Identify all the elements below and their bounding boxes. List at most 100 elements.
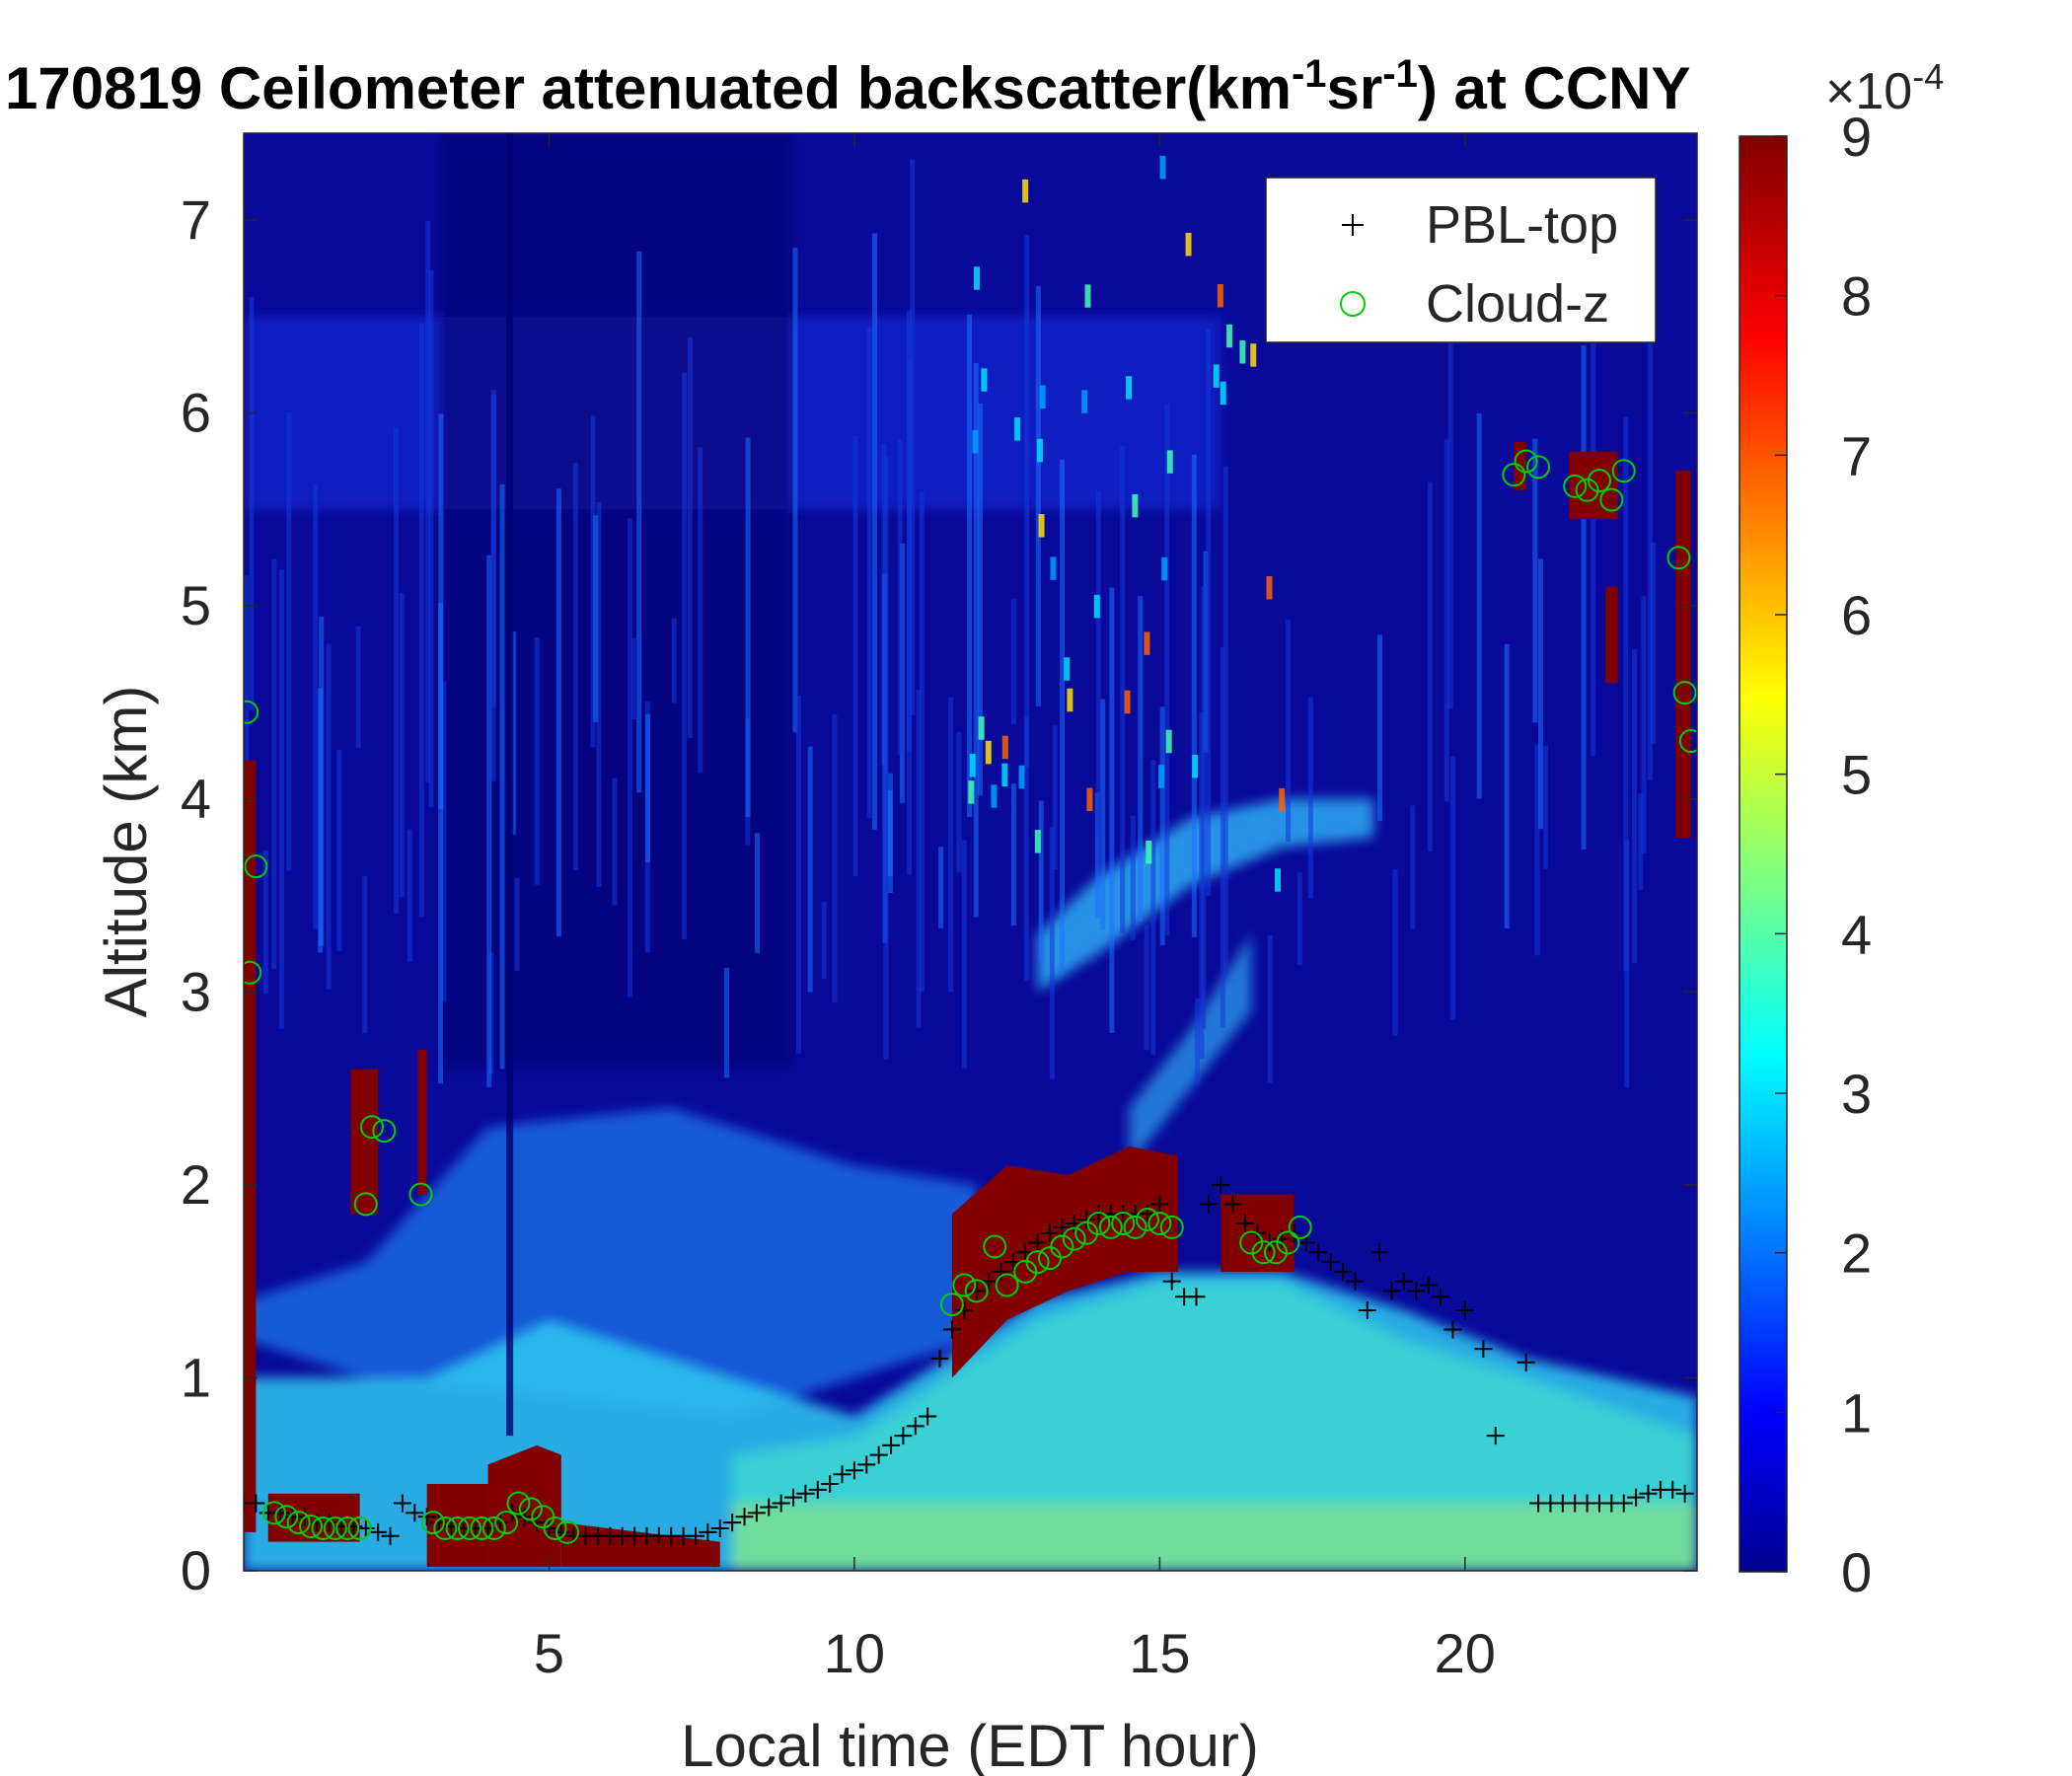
cloud-z-marker	[1678, 729, 1697, 754]
backscatter-streak	[1052, 725, 1058, 870]
chart-title: 170819 Ceilometer attenuated backscatter…	[5, 52, 1691, 121]
cloud-z-marker	[1611, 459, 1636, 483]
cloud-z-marker	[353, 1192, 378, 1217]
pbl-top-marker	[1394, 1272, 1413, 1291]
x-tick-label: 10	[824, 1622, 885, 1684]
backscatter-streak	[244, 575, 250, 901]
backscatter-streak	[956, 732, 962, 872]
cloud-z-marker	[1074, 1221, 1099, 1245]
y-tick-label: 5	[181, 574, 211, 636]
pbl-top-marker	[320, 1514, 338, 1532]
backscatter-streak	[1109, 587, 1115, 1033]
cloud-speckle	[1239, 339, 1246, 364]
pbl-top-marker	[857, 1455, 876, 1474]
pbl-top-marker	[430, 1514, 449, 1532]
colorbar-tick-label: 7	[1841, 424, 1872, 486]
legend-box	[1265, 177, 1657, 343]
pbl-top-marker	[1486, 1427, 1505, 1445]
cloud-speckle	[981, 368, 988, 392]
cloud-z-marker	[323, 1516, 347, 1540]
pbl-top-marker	[735, 1508, 754, 1526]
pbl-top-marker	[784, 1488, 803, 1507]
cloud-z-marker	[1251, 1240, 1276, 1265]
backscatter-streak	[1138, 595, 1144, 923]
pbl-top-marker	[406, 1504, 424, 1522]
cloud-z-marker	[1599, 487, 1624, 512]
pbl-top-marker	[1455, 1300, 1474, 1319]
cloud-z-marker	[1666, 546, 1691, 570]
cloud-z-marker	[1575, 478, 1599, 502]
legend-entry: PBL-top	[1342, 195, 1618, 255]
high-backscatter-patch	[560, 1522, 720, 1568]
legend-entry: Cloud-z	[1340, 274, 1609, 333]
pbl-top-marker	[686, 1526, 704, 1545]
cloud-speckle	[972, 429, 979, 454]
cloud-z-marker	[1288, 1215, 1312, 1239]
pbl-top-marker	[393, 1494, 411, 1513]
pbl-top-marker	[845, 1461, 863, 1480]
quiet-column	[439, 133, 794, 1070]
pbl-top-marker	[808, 1480, 827, 1499]
cloud-speckle	[978, 716, 985, 740]
backscatter-streak	[1220, 647, 1225, 1028]
backscatter-streak	[977, 404, 983, 796]
backscatter-streak	[1538, 558, 1544, 830]
cloud-z-marker	[244, 960, 262, 985]
pbl-top-marker	[1358, 1300, 1376, 1319]
pbl-top-marker	[1309, 1243, 1328, 1262]
cloud-speckle	[985, 740, 992, 765]
cloud-speckle	[1185, 232, 1192, 257]
pbl-top-marker	[369, 1522, 388, 1541]
backscatter-streak	[1449, 756, 1455, 1020]
cloud-speckle	[1274, 868, 1281, 892]
backscatter-streak	[1427, 481, 1433, 851]
cloud-z-marker	[1587, 469, 1611, 493]
y-tick-label: 0	[181, 1539, 211, 1601]
cloud-speckle	[1014, 417, 1021, 441]
cloud-z-marker	[1086, 1211, 1111, 1235]
backscatter-streak	[1651, 542, 1657, 744]
pbl-top-marker	[1212, 1175, 1230, 1194]
cloud-speckle	[1158, 765, 1165, 788]
cloud-z-marker	[420, 1511, 445, 1535]
pbl-top-marker	[1346, 1272, 1365, 1291]
backscatter-streak	[1201, 585, 1207, 1029]
pbl-top-marker	[1053, 1218, 1072, 1236]
cloud-z-marker	[1025, 1250, 1050, 1275]
cloud-z-marker	[983, 1234, 1007, 1259]
backscatter-streak	[1377, 634, 1383, 821]
pbl-top-marker	[1443, 1320, 1462, 1339]
cloud-z-marker	[1276, 1230, 1300, 1255]
backscatter-streak	[1191, 454, 1197, 937]
pbl-top-marker	[942, 1320, 961, 1339]
pbl-top-marker	[1334, 1262, 1353, 1281]
backscatter-streak	[1060, 459, 1066, 975]
backscatter-streak	[362, 876, 368, 1033]
backscatter-streak	[394, 426, 400, 914]
backscatter-streak	[745, 437, 751, 817]
backscatter-streak	[636, 251, 642, 793]
cloud-speckle	[1038, 514, 1045, 538]
cloud-z-marker	[311, 1516, 335, 1540]
backscatter-streak	[1049, 827, 1055, 1079]
cloud-speckle	[968, 780, 975, 804]
pbl-top-marker	[247, 1494, 265, 1513]
backscatter-streak	[671, 618, 677, 703]
backscatter-streak	[1631, 648, 1637, 963]
cloud-speckle	[1036, 438, 1043, 463]
cloud-z-marker	[1123, 1215, 1147, 1239]
backscatter-streak	[1130, 815, 1136, 940]
cloud-speckle	[1159, 155, 1166, 180]
backscatter-streak	[852, 435, 858, 876]
high-backscatter-patch	[417, 1049, 427, 1195]
backscatter-streak	[249, 297, 255, 711]
cloud-z-marker	[1098, 1215, 1123, 1239]
legend-label: PBL-top	[1426, 195, 1618, 255]
cloud-z-marker	[244, 854, 268, 879]
cloud-z-marker	[1135, 1208, 1159, 1232]
pbl-top-marker	[1474, 1340, 1493, 1359]
cloud-z-marker	[1050, 1234, 1074, 1259]
backscatter-streak	[883, 456, 889, 1060]
cloud-speckle	[1279, 787, 1286, 812]
backscatter-streak	[755, 833, 761, 954]
